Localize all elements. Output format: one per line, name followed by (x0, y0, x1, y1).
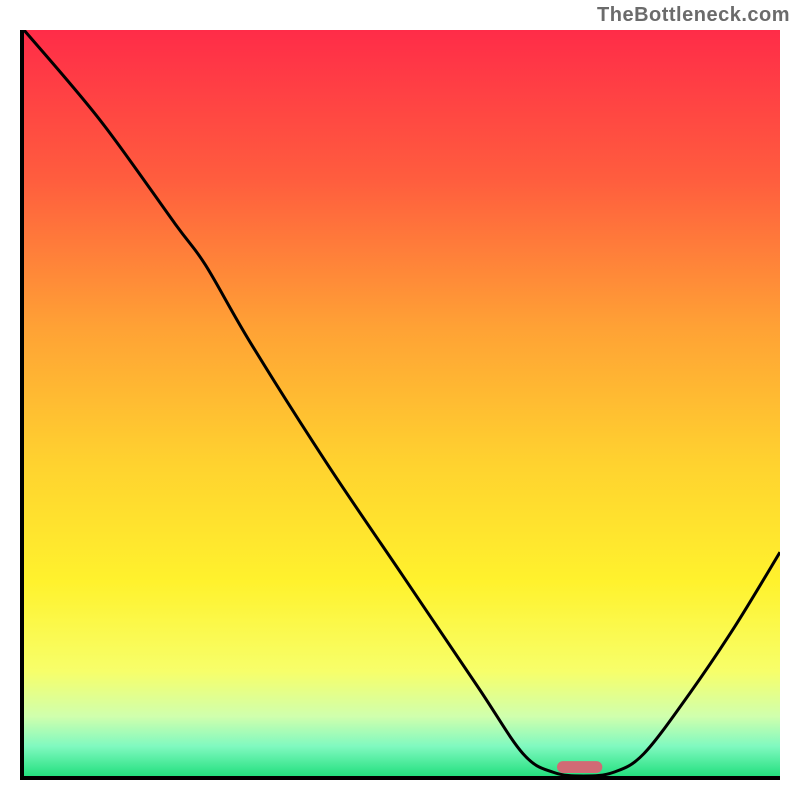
curve-layer (24, 30, 780, 776)
watermark-text: TheBottleneck.com (597, 4, 790, 27)
bottleneck-curve (24, 30, 780, 776)
plot-area (20, 30, 780, 780)
chart-viewport: TheBottleneck.com (0, 0, 800, 800)
optimal-marker (557, 761, 602, 773)
